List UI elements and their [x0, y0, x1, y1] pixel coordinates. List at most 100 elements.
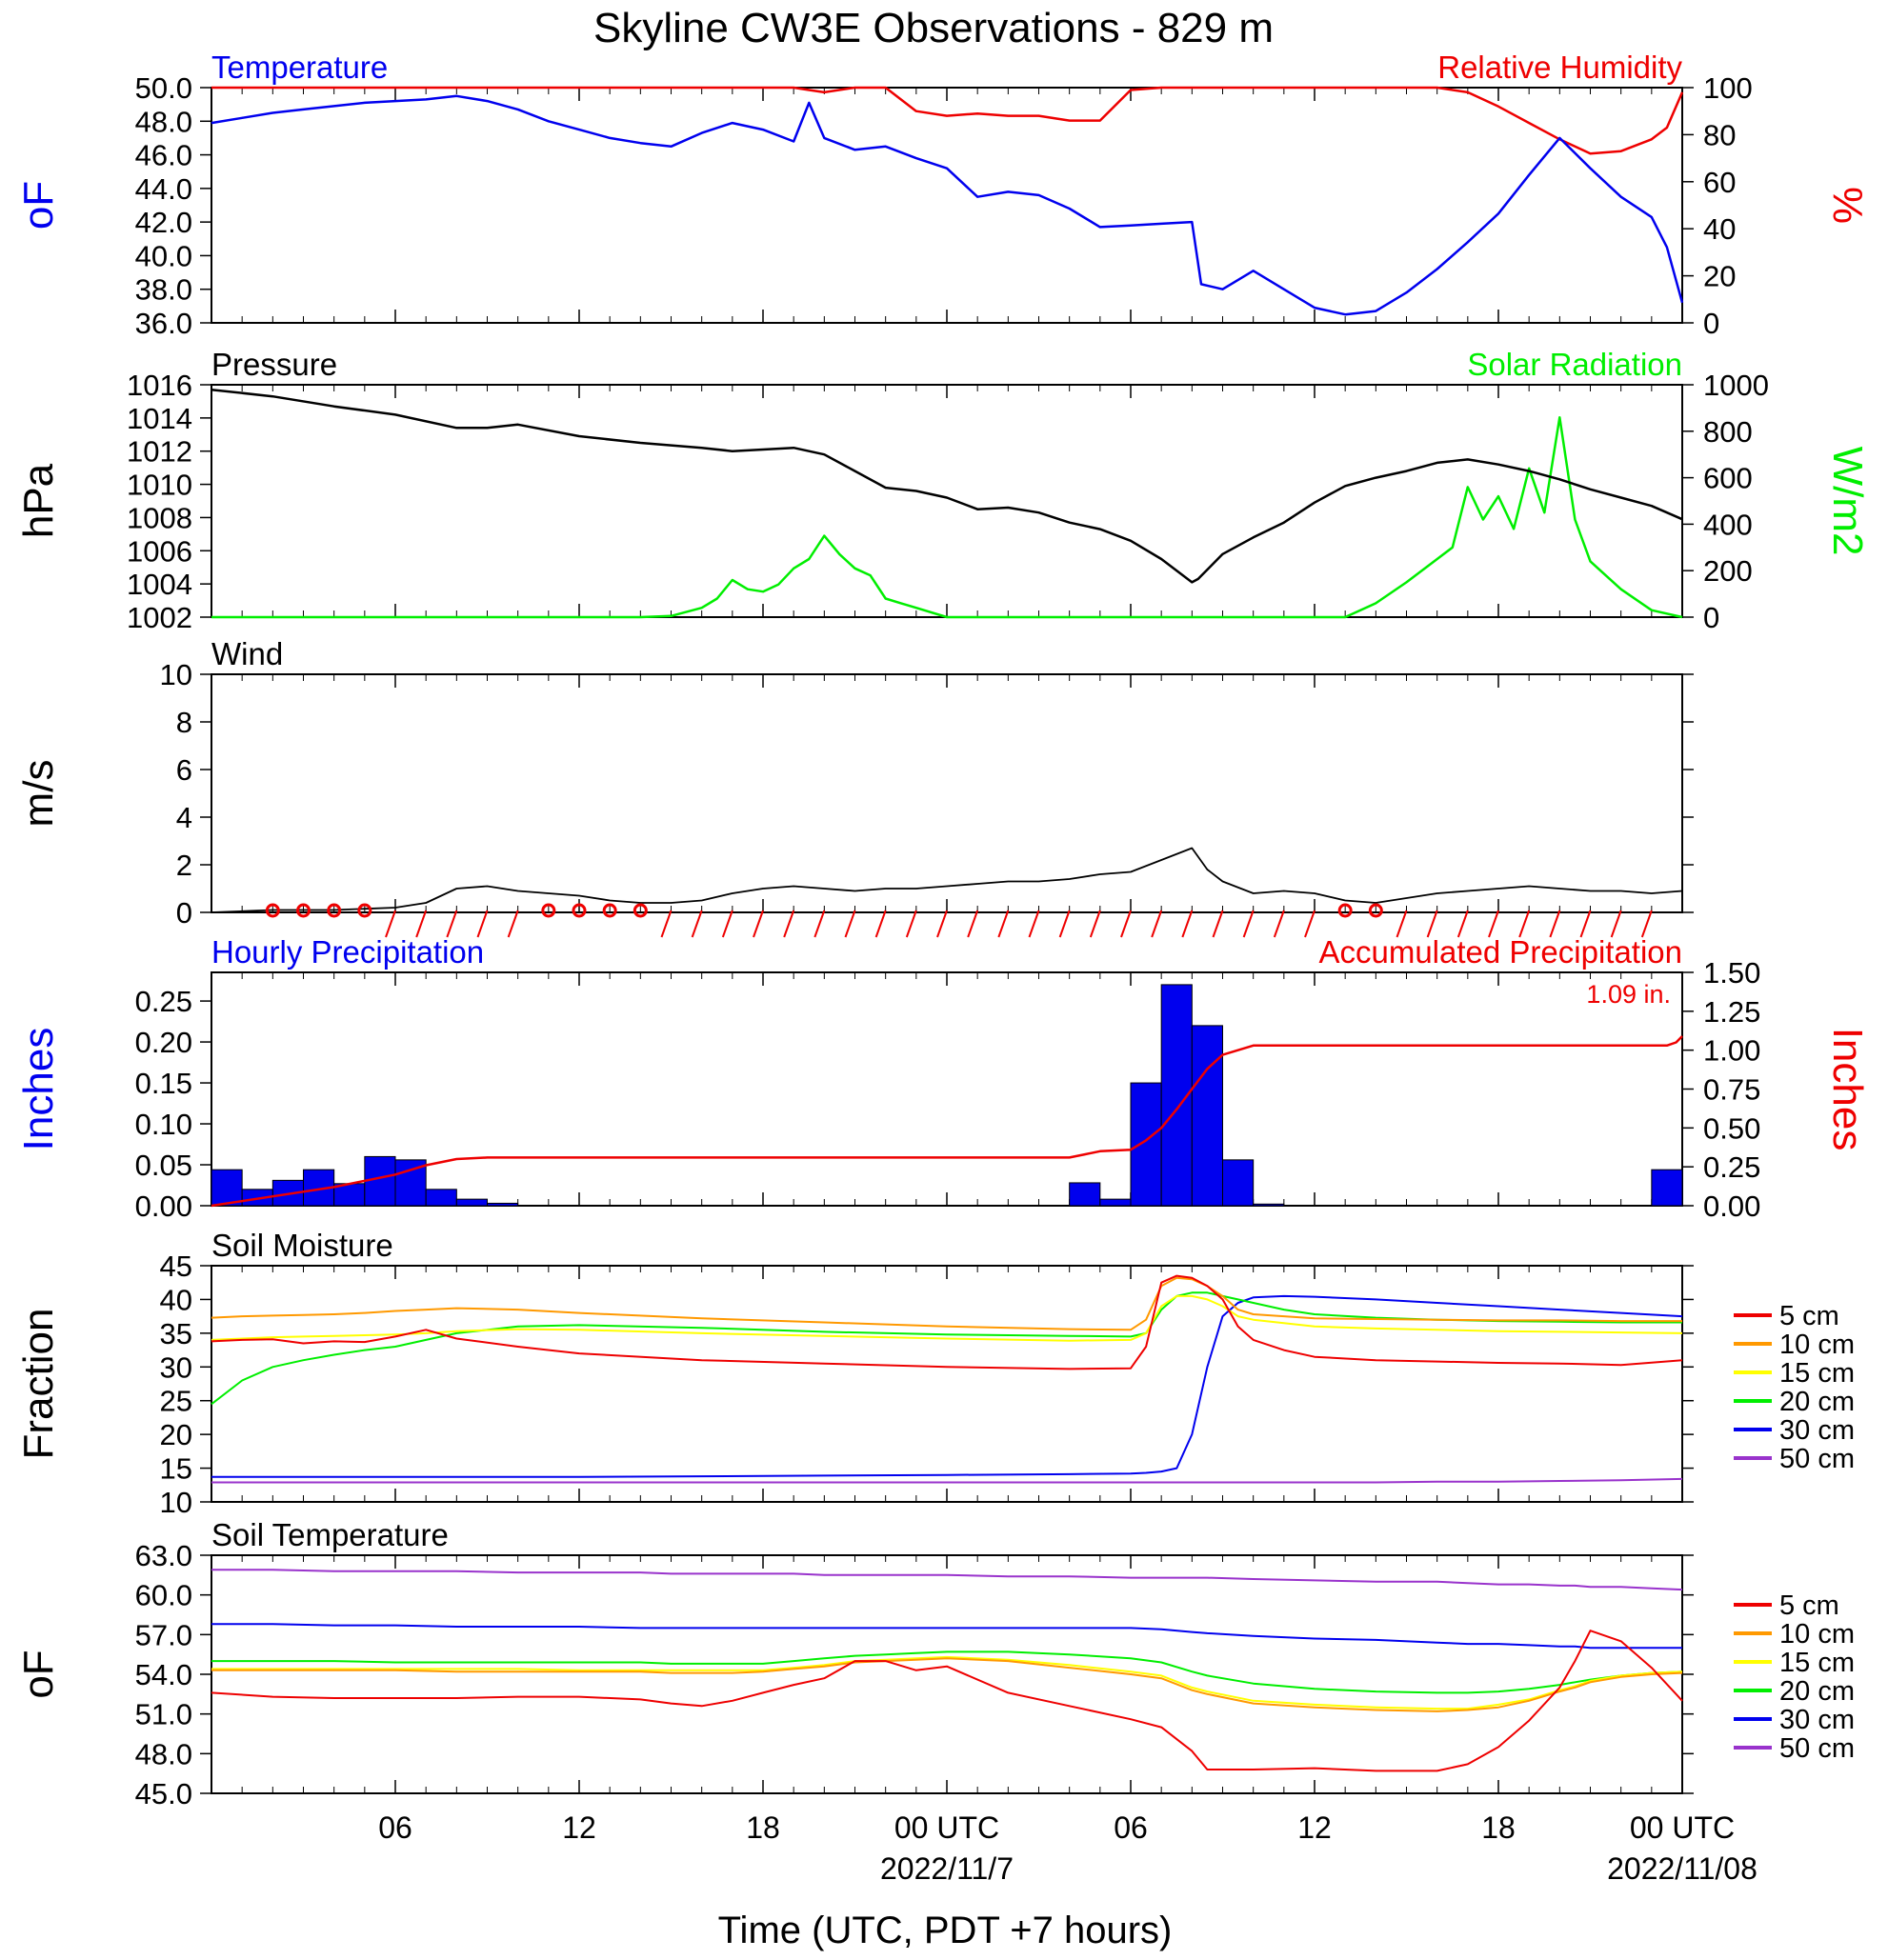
y-tick-label: 1004: [127, 568, 192, 601]
y-axis-label: m/s: [15, 760, 62, 828]
wind-calm-marker: [1337, 903, 1353, 918]
soil-moisture-line: [211, 1294, 1683, 1478]
y-tick-label: 6: [176, 753, 192, 787]
y-tick-label: 0.15: [135, 1067, 192, 1100]
panel-title-left: Hourly Precipitation: [211, 934, 484, 970]
wind-panel: 0 2 4 6 8 10 m/s Wind: [15, 636, 1694, 938]
wind-barb: [1518, 910, 1531, 938]
y-axis-label-right: W/m2: [1824, 447, 1871, 556]
legend-label: 20 cm: [1779, 1676, 1855, 1707]
y-tick-label: 0: [1703, 601, 1719, 634]
x-tick-label: 00 UTC: [894, 1810, 999, 1845]
wind-calm-marker: [357, 903, 372, 918]
y-tick-label: 0: [176, 896, 192, 930]
soil-temperature-line: [211, 1650, 1683, 1694]
panel-title-left: Pressure: [211, 347, 337, 382]
soil-moisture-line: [211, 1274, 1683, 1370]
wind-barb: [1120, 910, 1132, 938]
y-tick-label: 35: [160, 1317, 192, 1350]
wind-barb: [813, 910, 826, 938]
x-tick-label: 18: [1481, 1810, 1516, 1845]
y-axis-label: Fraction: [15, 1309, 62, 1460]
y-tick-label: 40.0: [135, 239, 192, 272]
accumulated-precip-line: [211, 1035, 1683, 1208]
precip-bar: [1191, 1025, 1224, 1207]
y-axis-label: Inches: [15, 1028, 62, 1151]
y-tick-label: 44.0: [135, 172, 192, 206]
x-tick-label: 18: [746, 1810, 780, 1845]
x-tick-label: 06: [378, 1810, 412, 1845]
wind-calm-marker: [327, 903, 342, 918]
wind-barb: [844, 910, 856, 938]
soil-moisture-line: [211, 1291, 1682, 1406]
wind-barb: [1151, 910, 1163, 938]
pressure-line: [211, 388, 1683, 584]
wind-barb: [783, 910, 795, 938]
wind-barb: [967, 910, 979, 938]
precip-bar: [303, 1169, 335, 1207]
y-tick-label: 25: [160, 1385, 192, 1418]
y-tick-label: 0.20: [135, 1026, 192, 1059]
legend-label: 10 cm: [1779, 1330, 1855, 1360]
y-tick-label: 57.0: [135, 1618, 192, 1651]
y-tick-label: 60.0: [135, 1579, 192, 1612]
wind-barb: [1242, 910, 1255, 938]
y-tick-label: 0.25: [1703, 1150, 1760, 1184]
y-tick-label: 1.00: [1703, 1034, 1760, 1068]
y-tick-label: 1016: [127, 369, 192, 402]
y-tick-label: 0.75: [1703, 1073, 1760, 1107]
wind-calm-marker: [265, 903, 280, 918]
soil-moisture-line: [211, 1477, 1683, 1484]
y-axis-label: hPa: [15, 463, 62, 538]
wind-barb: [753, 910, 764, 938]
y-tick-label: 51.0: [135, 1698, 192, 1731]
y-tick-label: 8: [176, 706, 192, 739]
soil-moisture-line: [211, 1276, 1682, 1331]
legend-label: 50 cm: [1779, 1444, 1855, 1474]
precip-bar: [425, 1189, 457, 1207]
wind-barb: [1640, 910, 1653, 938]
y-tick-label: 48.0: [135, 1737, 192, 1770]
y-tick-label: 45.0: [135, 1777, 192, 1810]
plot-frame: [211, 87, 1683, 324]
wind-barb: [874, 910, 887, 938]
y-tick-label: 0.50: [1703, 1111, 1760, 1145]
precip-bar: [487, 1202, 519, 1207]
wind-barb: [1549, 910, 1561, 938]
x-date-label: 2022/11/7: [880, 1851, 1014, 1886]
wind-calm-marker: [1368, 903, 1383, 918]
y-tick-label: 20: [160, 1418, 192, 1451]
plot-frame: [211, 1554, 1683, 1794]
legend-label: 15 cm: [1779, 1358, 1855, 1389]
soil-temperature-line: [211, 1657, 1683, 1712]
wind-barb: [1610, 910, 1622, 938]
wind-barb: [446, 910, 458, 938]
y-tick-label: 30: [160, 1350, 192, 1384]
precip-bar: [1069, 1182, 1101, 1207]
y-tick-label: 0.25: [135, 985, 192, 1018]
y-axis-label: oF: [15, 1650, 62, 1698]
wind-barb: [1181, 910, 1194, 938]
precip-bar: [1651, 1169, 1683, 1207]
y-tick-label: 1002: [127, 601, 192, 634]
y-tick-label: 15: [160, 1452, 192, 1486]
wind-barb: [721, 910, 733, 938]
wind-calm-marker: [602, 903, 617, 918]
y-tick-label: 48.0: [135, 105, 192, 138]
precipitation-panel: 0.00 0.05 0.10 0.15 0.20 0.25 Inches 0.00 0.25 0.…: [15, 934, 1871, 1223]
precip-bar: [1222, 1159, 1255, 1207]
y-tick-label: 10: [160, 1486, 192, 1519]
wind-barb: [1426, 910, 1438, 938]
legend-label: 20 cm: [1779, 1387, 1855, 1417]
plot-frame: [211, 1265, 1683, 1503]
y-tick-label: 1000: [1703, 369, 1769, 402]
y-tick-label: 45: [160, 1250, 192, 1283]
y-tick-label: 50.0: [135, 71, 192, 105]
y-tick-label: 80: [1703, 118, 1736, 151]
legend-label: 10 cm: [1779, 1619, 1855, 1650]
y-tick-label: 0.05: [135, 1149, 192, 1182]
legend-label: 30 cm: [1779, 1705, 1855, 1735]
precip-bar: [1099, 1198, 1132, 1207]
legend-label: 50 cm: [1779, 1733, 1855, 1764]
